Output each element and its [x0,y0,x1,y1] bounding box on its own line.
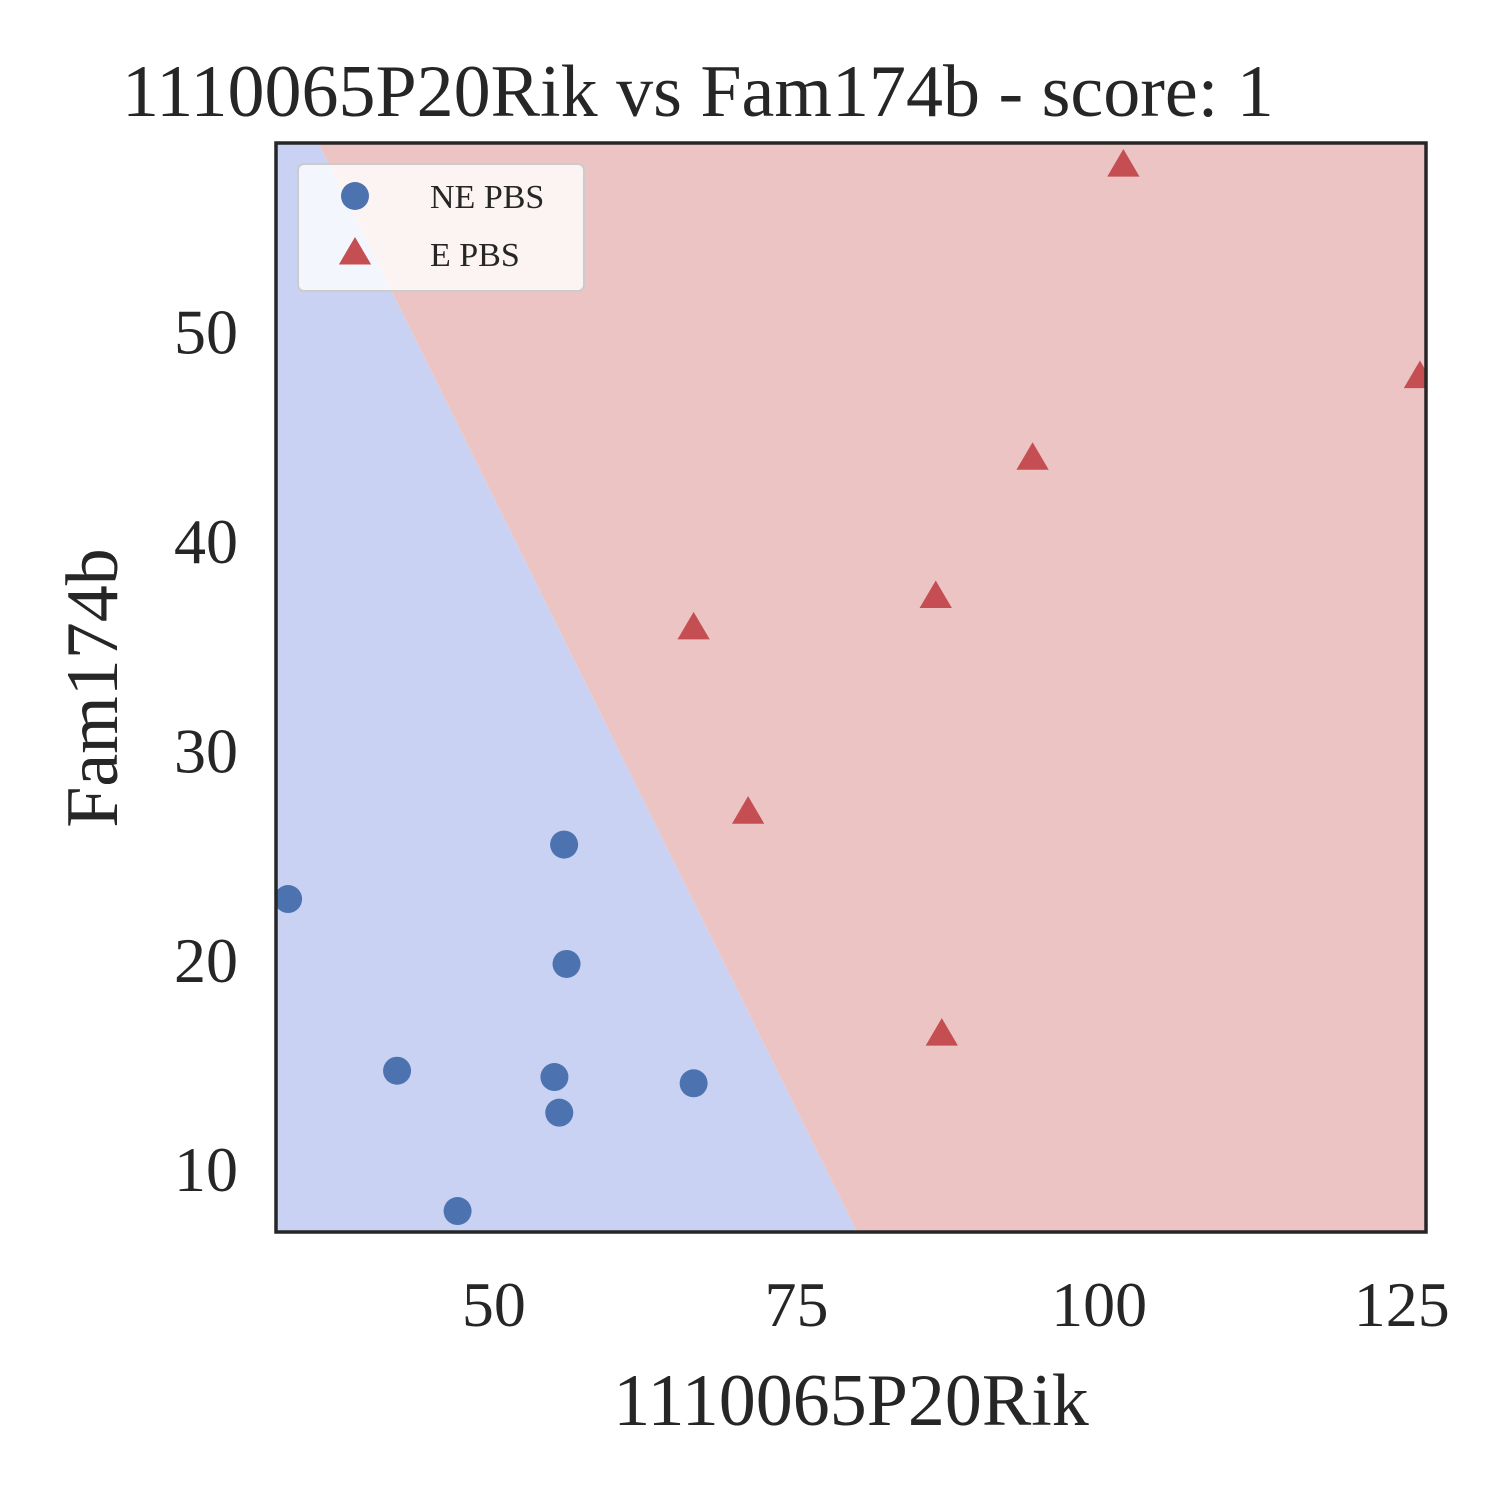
y-tick-label-50: 50 [174,296,238,367]
x-tick-label-50: 50 [462,1269,526,1340]
x-axis-ticks: 50 75 100 125 [462,1269,1450,1340]
x-axis-label: 1110065P20Rik [613,1360,1089,1442]
point-ne-pbs-1 [383,1056,412,1085]
point-e-pbs-6 [1403,360,1426,389]
point-ne-pbs-2 [443,1197,472,1226]
point-e-pbs-4 [1016,442,1049,470]
y-axis-ticks: 10 20 30 40 50 [174,296,238,1205]
y-tick-label-30: 30 [174,715,238,786]
point-e-pbs-3 [925,1018,958,1046]
plot-frame [274,141,1428,1234]
legend-marker-e-pbs [338,237,372,265]
y-tick-label-10: 10 [174,1134,238,1205]
plot-area [274,141,1428,1234]
point-e-pbs-0 [677,611,710,640]
legend-box [297,163,585,292]
legend-label-0: NE PBS [430,179,544,216]
region-ne-pbs [276,143,858,1232]
point-ne-pbs-4 [545,1098,574,1127]
y-tick-label-40: 40 [174,506,238,577]
point-e-pbs-2 [919,580,952,608]
point-ne-pbs-7 [679,1069,708,1098]
y-axis-label: Fam174b [52,548,134,828]
point-e-pbs-1 [731,796,765,824]
point-e-pbs-5 [1107,149,1140,177]
x-tick-label-125: 125 [1354,1269,1450,1340]
x-tick-label-100: 100 [1051,1269,1147,1340]
y-tick-label-20: 20 [174,925,238,996]
legend-marker-ne-pbs [341,182,369,210]
legend: NE PBS E PBS [297,163,585,292]
point-ne-pbs-5 [550,830,579,859]
chart-title: 1110065P20Rik vs Fam174b - score: 1 [122,51,1274,133]
point-ne-pbs-3 [540,1063,569,1092]
legend-label-1: E PBS [430,237,520,274]
region-e-pbs [318,143,1426,1232]
point-ne-pbs-0 [276,885,303,914]
x-tick-label-75: 75 [765,1269,829,1340]
point-ne-pbs-6 [552,949,581,978]
